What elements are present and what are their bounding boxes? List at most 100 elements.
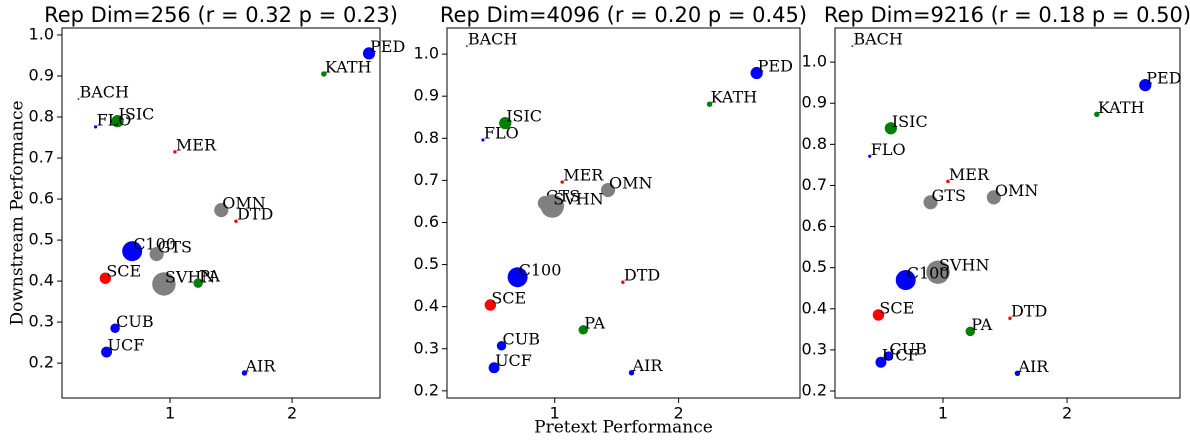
point-label: PED bbox=[1146, 69, 1181, 88]
y-tick-label: 1.0 bbox=[802, 52, 827, 71]
y-tick-label: 0.4 bbox=[414, 296, 439, 315]
point bbox=[241, 370, 248, 376]
point bbox=[923, 195, 938, 210]
y-tick-label: 0.5 bbox=[802, 257, 827, 276]
point bbox=[868, 154, 872, 158]
y-tick-label: 0.3 bbox=[414, 338, 439, 357]
point-label: PED bbox=[370, 37, 405, 56]
x-tick-label: 2 bbox=[674, 404, 684, 423]
point bbox=[488, 362, 500, 374]
point-label: ISIC bbox=[119, 105, 155, 124]
point bbox=[1008, 316, 1012, 320]
point bbox=[111, 114, 124, 128]
point bbox=[540, 194, 565, 218]
point bbox=[77, 97, 80, 100]
y-tick-label: 0.5 bbox=[414, 254, 439, 273]
y-tick-label: 0.9 bbox=[414, 86, 439, 105]
y-tick-label: 1.0 bbox=[414, 44, 439, 63]
y-tick-label: 0.8 bbox=[29, 107, 54, 126]
x-tick-label: 1 bbox=[550, 404, 560, 423]
point bbox=[234, 219, 238, 223]
point-label: MER bbox=[949, 165, 990, 184]
y-tick-label: 0.6 bbox=[414, 212, 439, 231]
point-label: CUB bbox=[889, 340, 926, 359]
point-label: UCF bbox=[882, 346, 919, 365]
point bbox=[946, 179, 950, 184]
y-tick-label: 0.7 bbox=[414, 170, 439, 189]
point-label: GTS bbox=[158, 238, 192, 257]
point-label: BACH bbox=[853, 30, 903, 49]
point bbox=[750, 66, 763, 80]
axes-frame bbox=[61, 27, 381, 399]
axes-frame bbox=[446, 27, 801, 399]
point-label: DTD bbox=[237, 205, 273, 224]
point-label: OMN bbox=[222, 194, 266, 213]
point-label: DTD bbox=[1011, 302, 1047, 321]
point-label: SCE bbox=[106, 262, 141, 281]
point-label: PA bbox=[971, 315, 992, 334]
y-tick-label: 0.3 bbox=[29, 312, 54, 331]
point-label: KATH bbox=[1098, 98, 1145, 117]
y-tick-label: 0.6 bbox=[802, 216, 827, 235]
point-label: FLO bbox=[484, 123, 519, 142]
point-label: BACH bbox=[79, 82, 129, 101]
y-tick-label: 0.4 bbox=[29, 271, 54, 290]
point bbox=[875, 356, 887, 368]
point bbox=[122, 241, 143, 262]
point bbox=[93, 125, 98, 129]
point bbox=[851, 45, 854, 48]
y-tick-label: 0.6 bbox=[29, 189, 54, 208]
y-tick-label: 0.9 bbox=[29, 65, 54, 84]
point-label: SVHN bbox=[165, 267, 215, 286]
point-label: UCF bbox=[108, 336, 145, 355]
y-tick-label: 0.2 bbox=[802, 381, 827, 400]
point-label: MER bbox=[563, 166, 604, 185]
x-tick-label: 1 bbox=[938, 404, 948, 423]
y-tick-label: 1.0 bbox=[29, 24, 54, 43]
point-label: ISIC bbox=[892, 112, 928, 131]
chart-title: Rep Dim=256 (r = 0.32 p = 0.23) bbox=[44, 3, 398, 27]
y-tick-label: 0.4 bbox=[802, 298, 827, 317]
chart-title: Rep Dim=4096 (r = 0.20 p = 0.45) bbox=[440, 3, 807, 27]
point bbox=[895, 270, 916, 291]
point-label: MER bbox=[176, 135, 217, 154]
point-label: SVHN bbox=[553, 190, 603, 209]
point bbox=[872, 309, 885, 321]
x-tick-label: 2 bbox=[287, 404, 297, 423]
point-label: CUB bbox=[502, 329, 539, 348]
point-label: OMN bbox=[609, 174, 653, 193]
point-label: UCF bbox=[495, 351, 532, 370]
point-label: KATH bbox=[325, 57, 372, 76]
point bbox=[507, 267, 528, 288]
point-label: KATH bbox=[711, 88, 758, 107]
point-label: C100 bbox=[133, 235, 176, 254]
point bbox=[926, 260, 950, 284]
point bbox=[706, 101, 713, 107]
point-label: GTS bbox=[932, 186, 966, 205]
y-tick-label: 0.2 bbox=[29, 353, 54, 372]
point-label: DTD bbox=[624, 266, 660, 285]
point bbox=[621, 280, 625, 284]
point bbox=[496, 341, 507, 351]
point bbox=[484, 299, 497, 311]
point bbox=[99, 272, 112, 284]
point bbox=[193, 278, 203, 288]
point bbox=[152, 272, 176, 296]
point-label: FLO bbox=[871, 140, 906, 159]
point-label: SVHN bbox=[939, 256, 989, 275]
point bbox=[600, 182, 616, 198]
y-tick-label: 0.5 bbox=[29, 230, 54, 249]
y-tick-label: 0.2 bbox=[414, 380, 439, 399]
point bbox=[214, 203, 229, 218]
point bbox=[362, 47, 376, 60]
y-axis-label: Downstream Performance bbox=[8, 100, 28, 325]
point bbox=[149, 246, 164, 262]
point bbox=[884, 122, 897, 135]
point bbox=[578, 325, 588, 335]
point bbox=[465, 45, 468, 48]
point-label: PED bbox=[758, 57, 793, 76]
axes-frame bbox=[834, 27, 1181, 399]
point-label: CUB bbox=[116, 312, 153, 331]
point-label: AIR bbox=[1017, 357, 1049, 376]
